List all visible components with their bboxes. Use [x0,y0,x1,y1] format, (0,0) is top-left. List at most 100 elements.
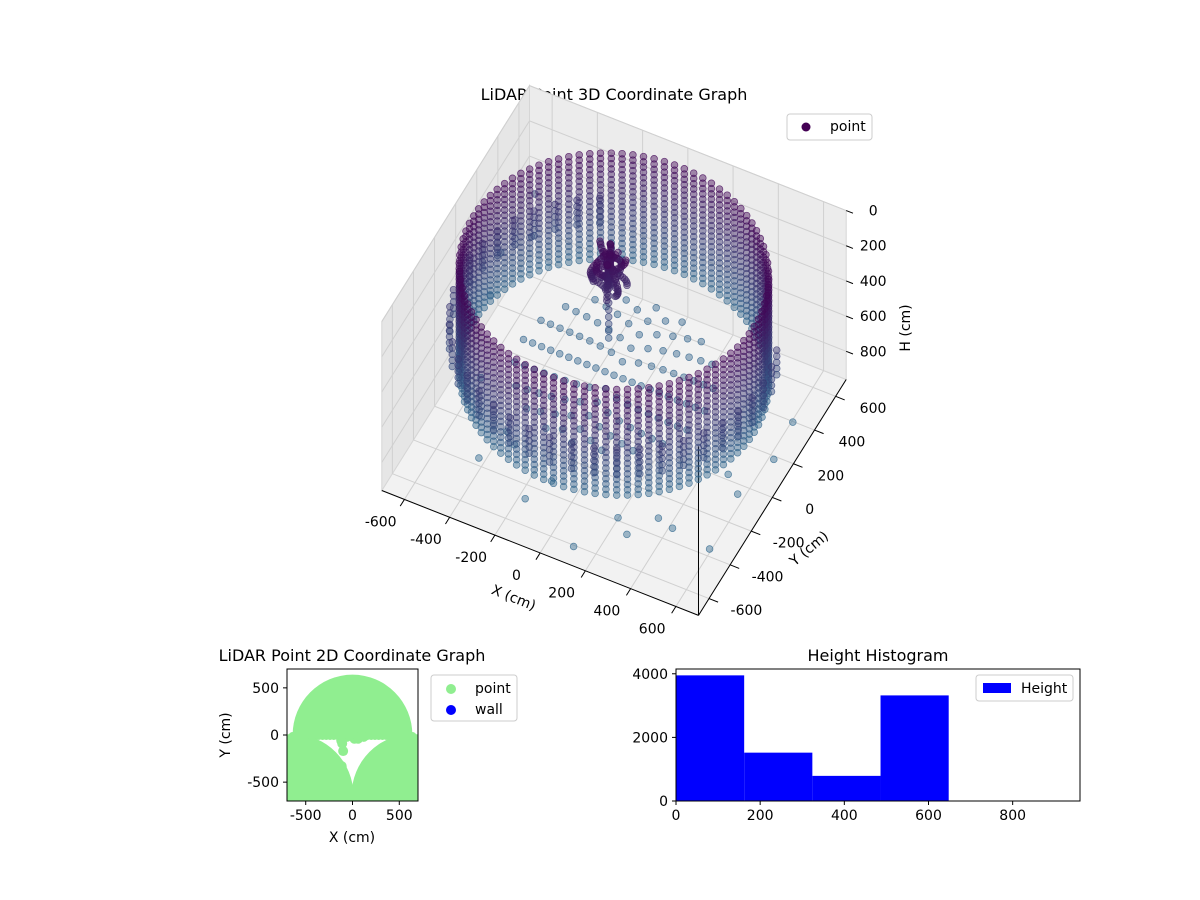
ring-wall-point [670,250,679,259]
ring-wall-point [467,313,476,321]
outer-post-point [463,377,471,386]
ring-wall-point [480,235,488,243]
ring-wall-point [639,242,648,251]
outer-post-point [734,419,743,428]
ring-wall-point [670,224,679,233]
ring-wall-point [489,432,498,440]
outer-post-point [613,452,621,460]
outer-post-point [454,361,462,369]
ring-wall-point [761,310,769,319]
ring-wall-point [763,259,772,267]
ring-wall-point [586,234,594,243]
ring-wall-point [463,358,472,366]
ring-wall-point [629,182,637,191]
ring-wall-point [694,464,703,473]
ring-wall-point [575,256,583,265]
ring-wall-point [660,215,669,224]
floor-point [546,320,555,328]
ring-wall-point [500,274,509,283]
point-region-upper [292,674,413,735]
ring-wall-point [650,229,658,237]
ring-wall-point [618,223,626,232]
ring-wall-point [565,189,573,198]
ring-wall-point [607,191,616,200]
ring-wall-point [554,255,563,264]
ring-wall-point [719,392,728,400]
ring-wall-point [699,279,707,288]
ring-wall-point [737,204,745,213]
ring-wall-point [703,423,711,432]
floor-point [610,371,618,379]
outer-post-point [772,352,781,360]
floor-point [627,344,635,352]
ring-wall-point [486,292,495,300]
ring-wall-point [723,238,731,247]
ring-wall-point [727,455,735,463]
object-point [606,251,614,259]
ring-wall-point [517,227,525,236]
ring-wall-point [596,186,605,194]
ring-wall-point [707,269,716,277]
ring-wall-point [486,239,495,247]
ring-wall-point [500,232,509,241]
ring-wall-point [650,244,658,253]
floor-point [644,317,652,325]
outer-post-point [699,435,708,443]
ring-wall-point [525,223,534,231]
ring-wall-point [575,219,583,228]
ring-wall-point [535,245,543,254]
ring-wall-point [489,342,498,351]
ring-wall-point [517,270,525,278]
ring-wall-point [748,219,756,227]
ring-wall-point [719,408,728,416]
histogram-bar [880,695,949,801]
ring-wall-point [660,252,669,261]
ring-wall-point [759,242,768,251]
ring-wall-point [521,466,529,474]
ring-wall-point [715,269,724,278]
ring-wall-point [486,281,495,290]
ring-wall-point [508,237,517,246]
ring-wall-point [685,421,693,429]
ring-wall-point [660,258,669,266]
ring-wall-point [586,255,594,264]
plot-2d: LiDAR Point 2D Coordinate Graph -500 0 500… [218,646,518,846]
ring-wall-point [745,435,754,444]
object-point [621,258,630,266]
ring-wall-point [500,190,509,198]
outer-post-point [590,456,598,465]
ring-wall-point [764,275,773,284]
ring-wall-point [497,401,505,410]
ring-wall-point [660,205,669,213]
outer-post-point [454,355,462,363]
outer-post-point [445,320,454,329]
floor-point [607,348,616,357]
ring-wall-point [500,237,509,246]
ring-wall-point [689,269,698,278]
ring-wall-point [727,381,735,389]
ring-wall-point [685,442,693,450]
ring-wall-point [467,318,476,327]
ring-wall-point [689,180,698,188]
ring-wall-point [699,227,707,235]
ring-wall-point [618,234,626,242]
ring-wall-point [707,258,716,267]
ring-wall-point [727,349,735,358]
ring-wall-point [740,426,748,435]
outer-post-point [734,426,743,434]
outer-post-point [506,420,515,428]
ring-wall-point [554,176,563,184]
object-point [621,256,630,264]
ring-wall-point [607,207,616,216]
floor-point [669,369,678,378]
ring-wall-point [670,171,679,180]
tick-x [625,588,632,596]
ring-wall-point [525,233,534,242]
ring-wall-point [707,179,716,188]
ring-wall-point [660,226,669,235]
ring-wall-point [565,200,573,208]
ring-wall-point [711,365,720,374]
ring-wall-point [477,423,486,432]
ring-wall-point [493,185,501,194]
ring-wall-point [497,449,505,457]
